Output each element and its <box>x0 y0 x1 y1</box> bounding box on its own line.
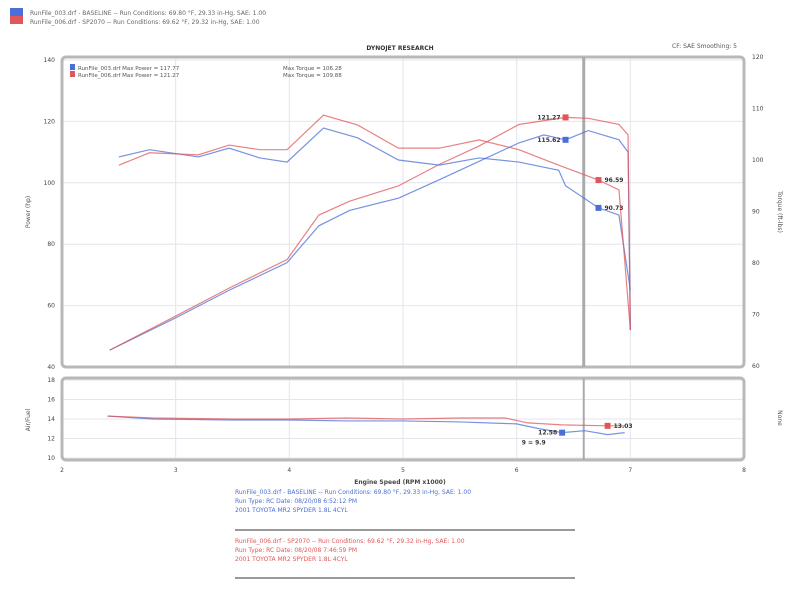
af-plot-frame <box>60 376 746 462</box>
torque-tick-label: 110 <box>752 106 764 113</box>
legend-run1: RunFile_003.drf Max Power = 117.77 <box>78 66 180 72</box>
x-tick-label: 6 <box>515 467 519 474</box>
legend-run2: RunFile_006.drf Max Power = 121.27 <box>78 73 180 79</box>
af-axis-label: Air/Fuel <box>25 408 32 431</box>
af-tick-label: 16 <box>47 397 55 404</box>
marker-run2 <box>604 422 611 429</box>
note-run1-line3: 2001 TOYOTA MR2 SPYDER 1.8L 4CYL <box>235 507 348 514</box>
power-curve-run1 <box>109 129 631 351</box>
marker-run1 <box>559 429 566 436</box>
af-curve-run1 <box>107 415 625 436</box>
power-axis-label: Power (hp) <box>25 196 32 228</box>
marker-label: 13.03 <box>614 423 633 430</box>
marker-run1 <box>595 204 602 211</box>
x-axis-label: Engine Speed (RPM x1000) <box>354 479 446 486</box>
note-run2-line3: 2001 TOYOTA MR2 SPYDER 1.8L 4CYL <box>235 556 348 563</box>
power-tick-label: 140 <box>44 57 56 64</box>
af-annotation: 9 = 9.9 <box>522 439 546 446</box>
run2-swatch <box>10 16 23 24</box>
x-tick-label: 4 <box>287 467 291 474</box>
x-tick-label: 7 <box>628 467 632 474</box>
note-run2-line2: Run Type: RC Date: 08/20/08 7:46:59 PM <box>235 547 357 554</box>
legend-run1-torque: Max Torque = 106.28 <box>283 66 342 72</box>
torque-tick-label: 60 <box>752 363 760 370</box>
marker-run2 <box>562 114 569 121</box>
marker-label: 121.27 <box>537 114 560 121</box>
af-tick-label: 10 <box>47 455 55 462</box>
power-tick-label: 40 <box>47 364 55 371</box>
legend-run2-swatch <box>70 71 75 77</box>
torque-tick-label: 120 <box>752 54 764 61</box>
af-right-axis-label: None <box>776 410 783 426</box>
chart-title: DYNOJET RESEARCH <box>366 45 433 52</box>
legend-run2-torque: Max Torque = 109.88 <box>283 73 342 79</box>
note-run1-line1: RunFile_003.drf - BASELINE -- Run Condit… <box>235 489 471 496</box>
x-tick-label: 8 <box>742 467 746 474</box>
power-plot-frame <box>60 55 746 369</box>
note-run2-line1: RunFile_006.drf - SP2070 -- Run Conditio… <box>235 538 465 545</box>
power-tick-label: 120 <box>44 118 56 125</box>
run1-swatch <box>10 8 23 16</box>
af-tick-label: 12 <box>47 436 55 443</box>
torque-tick-label: 90 <box>752 209 760 216</box>
af-tick-label: 14 <box>47 416 55 423</box>
marker-label: 90.73 <box>605 205 624 212</box>
torque-tick-label: 100 <box>752 157 764 164</box>
power-tick-label: 60 <box>47 303 55 310</box>
header-run2: RunFile_006.drf - SP2070 -- Run Conditio… <box>30 19 260 26</box>
torque-axis-label: Torque (ft-lbs) <box>776 190 783 233</box>
marker-label: 12.58 <box>538 430 557 437</box>
marker-run2 <box>595 177 602 184</box>
marker-label: 115.62 <box>537 137 560 144</box>
af-tick-label: 18 <box>47 377 55 384</box>
torque-tick-label: 70 <box>752 312 760 319</box>
note-run1-line2: Run Type: RC Date: 08/20/08 6:52:12 PM <box>235 498 357 505</box>
x-tick-label: 3 <box>174 467 178 474</box>
torque-tick-label: 80 <box>752 260 760 267</box>
legend-run1-swatch <box>70 64 75 70</box>
x-tick-label: 5 <box>401 467 405 474</box>
torque-curve-run2 <box>118 114 631 330</box>
power-tick-label: 100 <box>44 180 56 187</box>
x-tick-label: 2 <box>60 467 64 474</box>
marker-label: 96.59 <box>605 177 624 184</box>
power-curve-run2 <box>109 116 631 351</box>
torque-curve-run1 <box>118 127 631 290</box>
marker-run1 <box>562 136 569 143</box>
af-curve-run2 <box>107 415 625 427</box>
header-run1: RunFile_003.drf - BASELINE -- Run Condit… <box>30 10 266 17</box>
power-tick-label: 80 <box>47 241 55 248</box>
settings-label: CF: SAE Smoothing: 5 <box>672 43 737 50</box>
